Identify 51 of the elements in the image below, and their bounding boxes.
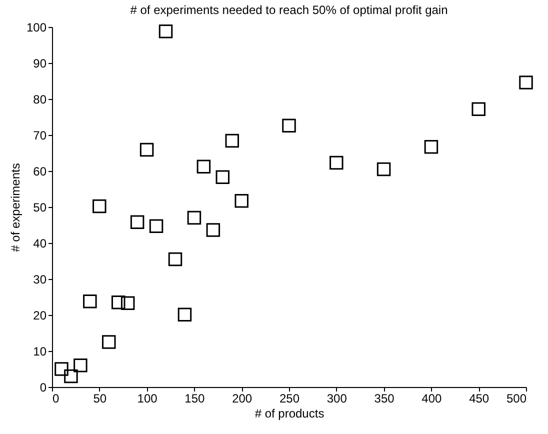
x-tick-label: 150 [184,392,206,406]
point [83,294,97,308]
y-tick-label: 10 [33,344,47,358]
point [102,335,116,349]
y-tick-label: 30 [33,272,47,286]
y-tick-label: 70 [33,128,47,142]
point [234,194,248,208]
y-tick-label: 60 [33,164,47,178]
point [519,76,533,90]
x-tick-label: 400 [422,392,442,406]
point [178,308,192,322]
point [330,156,344,170]
y-axis-title: # of experiments [8,163,22,252]
point [74,358,88,372]
x-tick-label: 100 [137,392,158,406]
x-tick-label: 200 [232,392,252,406]
point [282,118,296,133]
y-tick-label: 50 [33,200,47,214]
x-tick-label: 50 [93,392,107,406]
y-tick-label: 40 [33,236,47,250]
x-tick-label: 350 [374,392,395,406]
point [111,296,126,310]
y-tick-label: 100 [26,20,47,34]
x-axis-title: # of products [254,406,324,420]
x-tick-label: 300 [326,392,348,406]
point [225,134,239,148]
point [140,142,154,157]
x-tick-label: 0 [52,392,60,406]
point [54,362,68,376]
x-tick-label: 450 [469,392,490,406]
point [196,160,211,174]
point [206,223,220,237]
x-tick-label: 250 [279,392,300,406]
point [187,210,202,225]
point [424,140,438,154]
point [64,369,78,384]
x-tick-label: 500 [506,392,527,406]
point [158,24,173,38]
point [472,102,486,116]
point [168,252,182,266]
y-tick-label: 0 [40,380,47,394]
point [376,162,391,176]
point [130,215,144,229]
y-tick-label: 80 [33,92,47,106]
point [120,296,135,310]
y-tick-label: 20 [33,308,47,322]
point [216,170,230,184]
point [92,199,106,214]
point [149,219,164,233]
y-tick-label: 90 [33,56,47,70]
chart-title: # of experiments needed to reach 50% of optimal profit gain [130,3,448,17]
